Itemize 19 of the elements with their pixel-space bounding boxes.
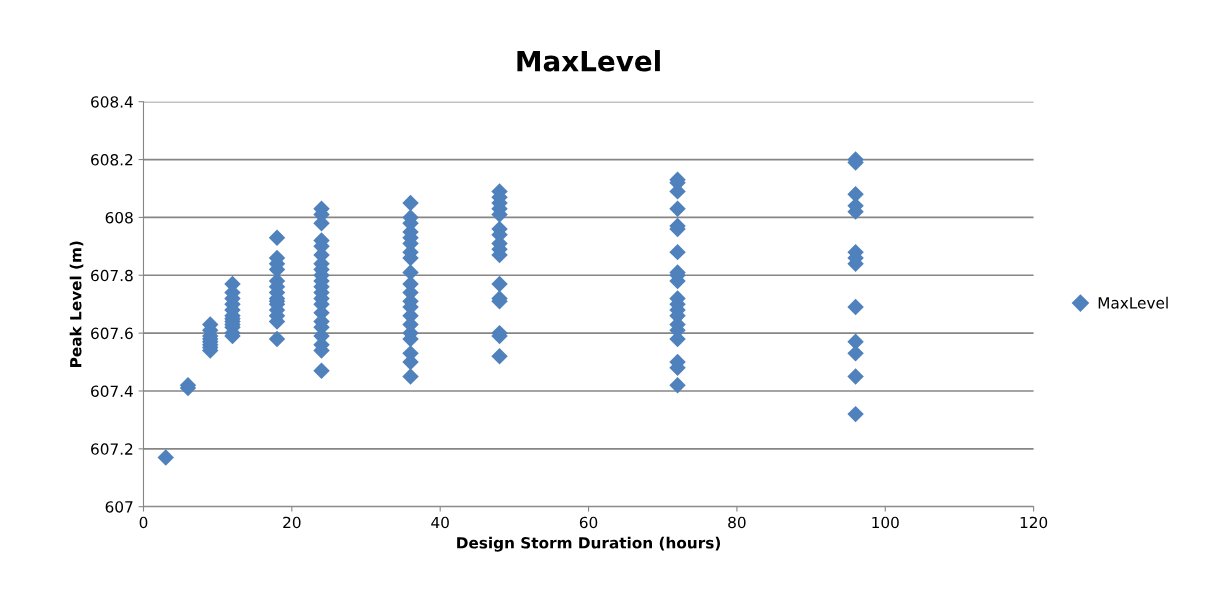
y-tick-label: 608.4 (91, 96, 133, 108)
y-axis-title: Peak Level (m) (69, 241, 84, 367)
x-tick-label: 40 (431, 516, 449, 529)
x-tick-label: 100 (872, 516, 899, 529)
y-tick-label: 607.6 (91, 327, 133, 340)
x-tick-label: 80 (728, 516, 746, 529)
y-tick-label: 607.2 (91, 443, 133, 455)
x-tick-label: 120 (1020, 516, 1048, 529)
x-tick-label: 20 (283, 516, 301, 529)
x-tick-label: 0 (139, 516, 148, 529)
y-tick-label: 608 (105, 211, 133, 224)
y-tick-label: 608.2 (91, 154, 133, 166)
y-tick-label: 607.8 (91, 269, 133, 282)
legend-label: MaxLevel (1098, 296, 1168, 309)
x-axis-title: Design Storm Duration (hours) (457, 536, 721, 552)
chart-title: MaxLevel (517, 50, 660, 72)
y-tick-label: 607 (105, 501, 133, 513)
x-tick-label: 60 (579, 516, 598, 529)
y-tick-label: 607.4 (91, 385, 133, 397)
